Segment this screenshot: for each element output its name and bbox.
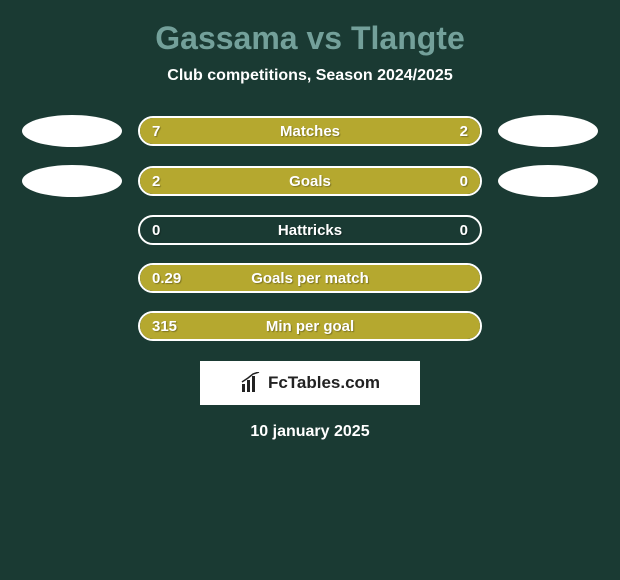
stat-value-left: 0 [152,222,160,239]
stat-label: Matches [280,123,340,140]
stat-row: 0.29 Goals per match [0,263,620,293]
stat-bar: 2 0 Goals [138,166,482,196]
page-title: Gassama vs Tlangte [0,20,620,57]
stat-label: Min per goal [266,318,354,335]
stat-label: Goals per match [251,270,369,287]
player-right-marker [498,115,598,147]
stat-label: Hattricks [278,222,342,239]
player-left-marker [22,165,122,197]
stat-bar: 315 Min per goal [138,311,482,341]
chart-icon [240,372,262,394]
bar-fill-left [140,168,402,194]
brand-text: FcTables.com [268,373,380,393]
stat-value-left: 2 [152,173,160,190]
stat-row: 2 0 Goals [0,165,620,197]
subtitle: Club competitions, Season 2024/2025 [0,67,620,85]
stat-row: 7 2 Matches [0,115,620,147]
player-right-marker [498,165,598,197]
stat-label: Goals [289,173,331,190]
stat-row: 0 0 Hattricks [0,215,620,245]
stat-bar: 0 0 Hattricks [138,215,482,245]
stat-value-left: 0.29 [152,270,181,287]
stat-value-right: 0 [460,173,468,190]
stat-value-left: 315 [152,318,177,335]
stat-value-right: 0 [460,222,468,239]
date-text: 10 january 2025 [0,423,620,441]
player-left-marker [22,115,122,147]
stat-row: 315 Min per goal [0,311,620,341]
comparison-card: Gassama vs Tlangte Club competitions, Se… [0,0,620,451]
stat-bar: 7 2 Matches [138,116,482,146]
stat-value-left: 7 [152,123,160,140]
stats-rows: 7 2 Matches 2 0 Goals 0 0 Hattricks 0.29 Goals per… [0,115,620,341]
bar-fill-right [402,168,480,194]
bar-fill-left [140,118,395,144]
stat-bar: 0.29 Goals per match [138,263,482,293]
stat-value-right: 2 [460,123,468,140]
brand-box[interactable]: FcTables.com [200,361,420,405]
